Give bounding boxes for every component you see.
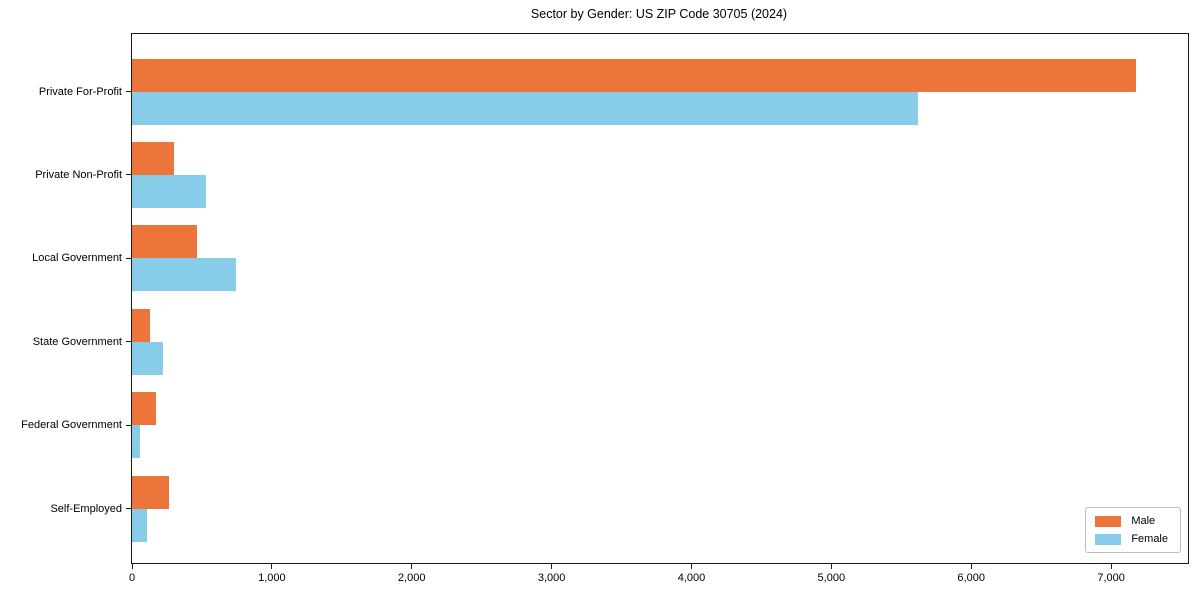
x-tick-mark: [411, 564, 413, 569]
y-tick-label: Self-Employed: [50, 502, 122, 515]
bar-male-4: [132, 308, 151, 342]
bar-female-4: [132, 341, 163, 375]
bar-female-2: [132, 174, 207, 208]
bars-layer: [132, 34, 1188, 563]
bar-male-3: [132, 225, 197, 259]
x-tick-mark: [551, 564, 553, 569]
x-tick-label: 5,000: [817, 572, 846, 584]
x-axis: 0 1,000 2,000 3,000 4,000 5,000 6,000 7,000: [129, 34, 1188, 584]
x-tick-label: 6,000: [957, 572, 985, 584]
female-series-swatch: [1095, 533, 1122, 545]
x-tick-label: 4,000: [677, 572, 706, 584]
legend: Male Female: [1085, 507, 1181, 553]
x-tick-label: 1,000: [258, 572, 286, 584]
bar-female-5: [132, 425, 141, 459]
legend-item-male: Male: [1095, 515, 1168, 527]
x-tick-mark: [271, 564, 273, 569]
y-tick-mark: [126, 424, 131, 426]
bar-female-1: [132, 91, 919, 125]
bar-female-6: [132, 508, 148, 542]
y-tick-mark: [126, 257, 131, 259]
chart-title: Sector by Gender: US ZIP Code 30705 (202…: [530, 7, 788, 21]
x-tick-mark: [691, 564, 692, 569]
plot-area: Private For-Profit Private Non-Profit Loca…: [21, 33, 1189, 584]
y-tick-label: Local Government: [32, 252, 122, 265]
x-tick-label: 7,000: [1097, 572, 1125, 584]
y-tick-label: State Government: [32, 335, 122, 348]
x-tick-label: 0: [128, 572, 136, 584]
bar-male-1: [132, 58, 1137, 92]
y-tick-mark: [126, 341, 131, 343]
bar-male-6: [132, 475, 170, 509]
x-tick-mark: [830, 564, 832, 569]
x-tick-label: 3,000: [537, 572, 566, 584]
y-tick-mark: [126, 91, 131, 92]
y-tick-label: Private For-Profit: [38, 85, 122, 98]
x-tick-mark: [1110, 564, 1112, 569]
x-tick-mark: [131, 564, 133, 569]
legend-label-female: Female: [1131, 533, 1168, 545]
x-tick-label: 2,000: [397, 572, 426, 584]
bar-male-2: [132, 141, 174, 175]
y-tick-mark: [126, 508, 131, 509]
legend-label-male: Male: [1131, 515, 1156, 527]
y-tick-mark: [126, 174, 131, 176]
y-tick-label: Federal Government: [21, 419, 122, 432]
x-tick-mark: [970, 564, 972, 569]
bar-male-5: [132, 392, 156, 426]
male-series-swatch: [1095, 515, 1122, 527]
y-axis: Private For-Profit Private Non-Profit Loca…: [21, 34, 1188, 563]
legend-item-female: Female: [1095, 533, 1168, 545]
bar-female-3: [132, 258, 237, 292]
y-tick-label: Private Non-Profit: [35, 168, 122, 181]
